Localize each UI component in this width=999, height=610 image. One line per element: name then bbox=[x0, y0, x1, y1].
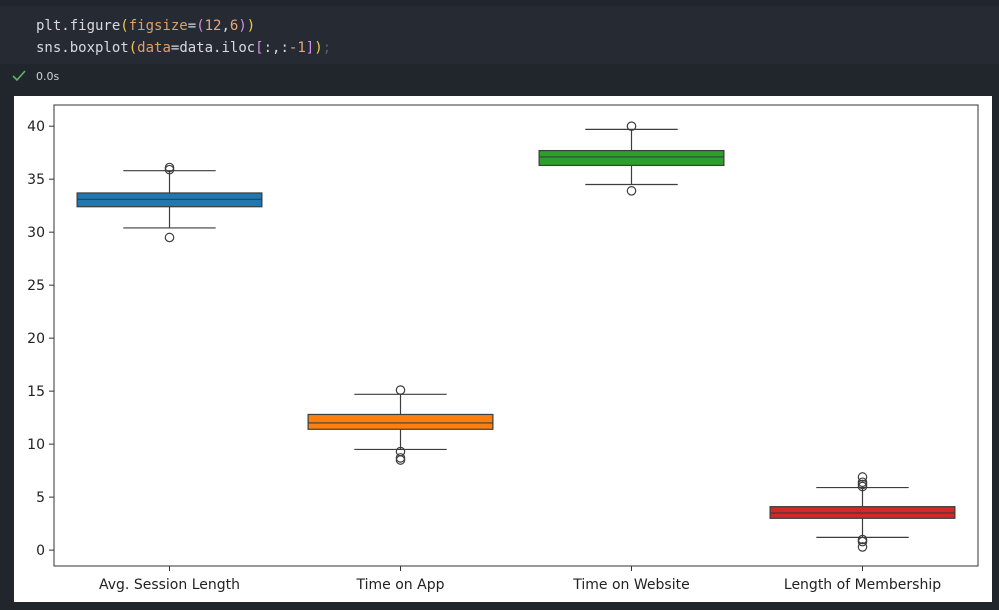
outlier-point bbox=[857, 534, 868, 545]
outlier-point bbox=[857, 472, 868, 482]
x-tick-label: Time on Website bbox=[572, 577, 689, 593]
y-tick-label: 5 bbox=[36, 490, 45, 506]
outlier-point bbox=[395, 453, 406, 463]
code-token: :,: bbox=[263, 40, 289, 56]
code-token: = bbox=[170, 40, 180, 56]
code-token: ( bbox=[128, 40, 138, 56]
execution-time: 0.0s bbox=[36, 69, 60, 83]
code-token: ) bbox=[238, 18, 247, 34]
check-icon bbox=[12, 67, 26, 86]
code-token: plt.figure bbox=[36, 18, 121, 34]
outlier-point bbox=[626, 121, 637, 131]
y-tick-label: 40 bbox=[27, 119, 45, 135]
code-token: sns.boxplot bbox=[36, 40, 129, 56]
code-token: ] bbox=[305, 40, 315, 56]
outlier-point bbox=[857, 542, 868, 552]
plot-frame bbox=[53, 104, 979, 567]
y-tick-label: 30 bbox=[27, 225, 45, 241]
y-tick-label: 25 bbox=[27, 278, 45, 294]
y-tick-label: 10 bbox=[27, 437, 45, 453]
outlier-point bbox=[164, 162, 175, 173]
outlier-point bbox=[395, 446, 406, 457]
x-tick-label: Length of Membership bbox=[784, 577, 941, 593]
y-tick-label: 20 bbox=[27, 331, 45, 347]
code-token: = bbox=[187, 18, 197, 34]
y-tick-label: 15 bbox=[27, 384, 45, 400]
code-token: data bbox=[137, 40, 171, 56]
outlier-point bbox=[395, 385, 406, 395]
code-token: ( bbox=[196, 18, 205, 34]
code-token: ) bbox=[246, 18, 256, 34]
code-editor[interactable]: plt.figure(figsize=(12,6)) sns.boxplot(d… bbox=[0, 6, 999, 64]
code-token: 6 bbox=[229, 18, 239, 34]
plot-output: 0 5 10 15 20 25 30 35 40 Avg. Session Length Time … bbox=[14, 96, 992, 602]
code-token: ( bbox=[120, 18, 129, 34]
code-token: -1 bbox=[288, 40, 306, 56]
box bbox=[307, 413, 494, 430]
code-token: [ bbox=[255, 40, 264, 56]
x-tick-label: Time on App bbox=[356, 577, 445, 593]
outlier-point bbox=[626, 186, 637, 196]
boxplot-chart: 0 5 10 15 20 25 30 35 40 Avg. Session Length Time … bbox=[27, 104, 979, 593]
code-token: data.iloc bbox=[179, 40, 256, 56]
execution-status: 0.0s bbox=[12, 66, 59, 86]
code-token: , bbox=[221, 18, 230, 34]
code-token: ; bbox=[322, 40, 332, 56]
box bbox=[538, 149, 725, 167]
code-token: ) bbox=[314, 40, 323, 56]
y-tick-label: 35 bbox=[27, 172, 45, 188]
x-tick-label: Avg. Session Length bbox=[99, 577, 240, 593]
y-tick-label: 0 bbox=[36, 543, 45, 559]
code-line[interactable]: sns.boxplot(data=data.iloc[:,:-1]); bbox=[36, 40, 331, 56]
outlier-point bbox=[164, 232, 175, 243]
code-token: 12 bbox=[204, 18, 222, 34]
outlier-point bbox=[857, 477, 868, 488]
code-line[interactable]: plt.figure(figsize=(12,6)) bbox=[36, 18, 255, 34]
code-token: figsize bbox=[128, 18, 188, 34]
